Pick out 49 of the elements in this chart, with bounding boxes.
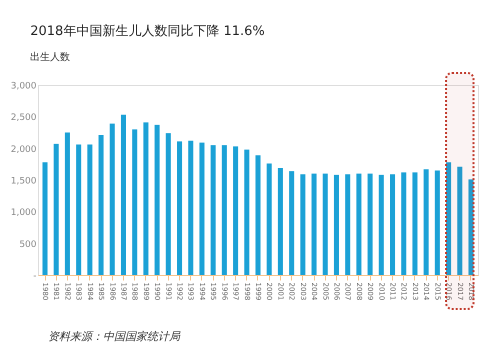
chart-subtitle: 出生人数 <box>30 51 70 63</box>
bar <box>424 169 429 275</box>
bar <box>334 174 339 275</box>
bar <box>289 171 294 275</box>
bar <box>312 174 317 275</box>
bar <box>87 144 92 275</box>
bar <box>412 172 418 275</box>
bar <box>468 179 474 275</box>
bar <box>143 122 148 275</box>
bar <box>210 145 216 275</box>
bar <box>457 166 462 275</box>
bar <box>222 145 227 275</box>
bar <box>76 144 82 275</box>
bar <box>244 150 250 275</box>
bar <box>345 174 350 275</box>
bar <box>64 132 70 275</box>
bar <box>300 174 306 275</box>
y-tick-label: 1,000 <box>10 208 37 218</box>
bar <box>54 144 59 275</box>
bar <box>266 164 272 275</box>
y-tick-label: 500 <box>19 240 37 250</box>
y-tick-label: 1,500 <box>10 176 37 186</box>
bar <box>110 124 115 275</box>
bar <box>188 140 194 275</box>
bar <box>390 174 396 275</box>
bar <box>446 162 452 275</box>
y-tick-label: 2,000 <box>10 144 37 155</box>
bar <box>177 141 182 275</box>
text: 资料来源：中国国家统计局 <box>48 330 181 343</box>
y-tick-label: 3,000 <box>10 82 37 92</box>
bar <box>98 135 104 275</box>
bar <box>154 124 160 275</box>
bar <box>322 174 328 275</box>
chart-title: 2018年中国新生儿人数同比下降 11.6% <box>30 24 265 39</box>
bar <box>368 174 373 275</box>
bar <box>434 170 440 275</box>
bar <box>255 155 261 275</box>
bar <box>132 129 138 275</box>
bar <box>120 114 126 275</box>
y-tick-label: 2,500 <box>10 113 37 124</box>
bar <box>166 133 171 275</box>
y-tick-label: - <box>33 272 36 282</box>
bar <box>233 146 238 275</box>
bar <box>278 168 283 275</box>
bar <box>401 172 406 275</box>
bar <box>199 142 204 275</box>
bar <box>378 174 384 275</box>
bar <box>42 162 48 275</box>
bar <box>356 174 362 275</box>
